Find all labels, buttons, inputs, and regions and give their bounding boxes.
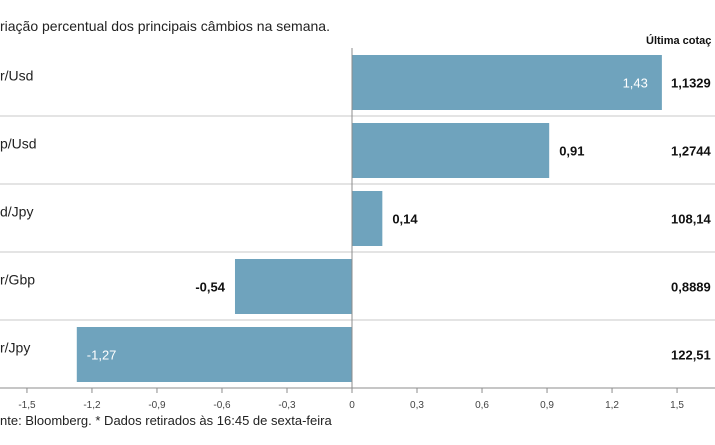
last-quote-value: 122,51 xyxy=(671,348,711,363)
source-note: nte: Bloomberg. * Dados retirados às 16:… xyxy=(0,413,332,428)
data-label: -0,54 xyxy=(195,280,225,295)
data-label: -1,27 xyxy=(87,348,117,363)
bar xyxy=(234,259,352,314)
last-quote-value: 108,14 xyxy=(671,212,712,227)
x-tick-label: 0 xyxy=(349,400,355,411)
category-label: p/Usd xyxy=(0,136,37,152)
x-tick-label: -0,3 xyxy=(278,400,296,411)
data-label: 1,43 xyxy=(623,76,648,91)
category-label: r/Jpy xyxy=(0,340,30,356)
bar xyxy=(352,123,550,178)
bar xyxy=(352,55,662,110)
last-quote-value: 1,1329 xyxy=(671,76,711,91)
bar xyxy=(76,327,352,382)
last-quote-header: Última cotaç xyxy=(646,34,711,47)
category-label: r/Usd xyxy=(0,68,33,84)
category-label: r/Gbp xyxy=(0,272,35,288)
x-tick-label: -1,5 xyxy=(18,400,36,411)
x-tick-label: -1,2 xyxy=(83,400,101,411)
x-tick-label: -0,6 xyxy=(213,400,231,411)
x-tick-label: 0,9 xyxy=(540,400,554,411)
last-quote-value: 0,8889 xyxy=(671,280,711,295)
x-tick-label: -0,9 xyxy=(148,400,166,411)
chart-rows: r/Usd 1,1329 p/Usd 1,2744 d/Jpy 108,14 r/Gbp 0,… xyxy=(0,68,715,363)
x-axis: -1,5 -1,2 -0,9 -0,6 -0,3 0 0,3 0,6 0,9 1,2 1,5 xyxy=(0,48,715,411)
data-label: 0,91 xyxy=(559,144,584,159)
x-tick-label: 1,2 xyxy=(605,400,619,411)
chart-bars: 1,43 0,91 0,14 -0,54 -1,27 xyxy=(76,55,662,382)
x-tick-label: 1,5 xyxy=(670,400,684,411)
category-label: d/Jpy xyxy=(0,204,33,220)
chart-title: riação percentual dos principais câmbios… xyxy=(0,18,330,34)
x-tick-label: 0,6 xyxy=(475,400,489,411)
bar xyxy=(352,191,383,246)
data-label: 0,14 xyxy=(392,212,418,227)
last-quote-value: 1,2744 xyxy=(671,144,712,159)
x-tick-label: 0,3 xyxy=(410,400,424,411)
